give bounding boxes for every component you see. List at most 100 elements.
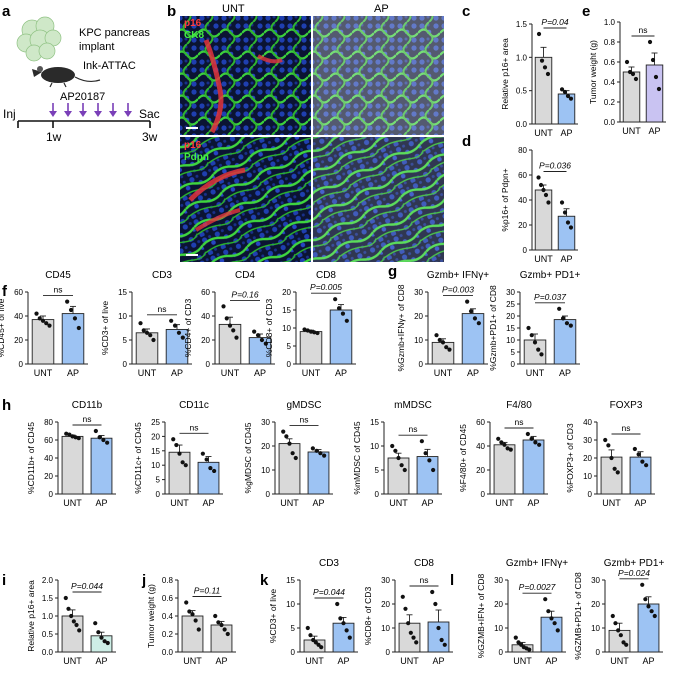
- y-tick-label: 5: [123, 336, 128, 345]
- y-tick-label: 0: [375, 490, 380, 499]
- data-point: [252, 329, 257, 334]
- y-tick-label: 80: [44, 418, 53, 427]
- y-tick-label: 0.0: [42, 648, 54, 657]
- data-point: [102, 639, 107, 644]
- data-point: [653, 74, 659, 80]
- data-point: [439, 637, 444, 643]
- p-value-label: ns: [190, 422, 199, 432]
- panel-letter-g: g: [388, 263, 397, 280]
- y-axis-label: %CD3+ of live: [268, 589, 278, 643]
- data-point: [208, 465, 213, 471]
- data-point: [308, 329, 314, 334]
- y-axis-label: %FOXP3+ of CD3: [565, 423, 575, 492]
- data-point: [340, 311, 346, 316]
- bar-ap: [637, 603, 660, 653]
- y-tick-label: 0.0: [516, 120, 528, 129]
- bar-unt: [299, 331, 323, 365]
- data-point: [315, 330, 320, 336]
- column-header-unt: UNT: [222, 3, 245, 15]
- data-point: [606, 443, 611, 448]
- data-point: [433, 601, 438, 607]
- data-point: [305, 328, 310, 333]
- data-point: [180, 460, 185, 465]
- data-point: [302, 327, 307, 332]
- data-point: [213, 613, 218, 619]
- data-point: [290, 451, 295, 456]
- p-value-label: ns: [639, 25, 648, 35]
- week3-label: 3w: [142, 130, 158, 144]
- x-tick-label: UNT: [513, 656, 532, 666]
- data-point: [184, 600, 189, 605]
- x-tick-label: UNT: [434, 368, 453, 378]
- bar-unt: [61, 435, 84, 495]
- y-tick-label: 30: [494, 576, 503, 585]
- y-tick-label: 0.0: [604, 118, 616, 127]
- y-tick-label: 10: [370, 442, 379, 451]
- data-point: [437, 337, 442, 343]
- panel-letter-i: i: [2, 572, 6, 589]
- y-tick-label: 10: [414, 336, 423, 345]
- bar-ap: [90, 437, 113, 495]
- y-tick-label: 10: [591, 624, 600, 633]
- data-point: [640, 459, 645, 464]
- y-tick-label: 0.4: [162, 612, 174, 621]
- p-value-label: ns: [515, 417, 524, 427]
- y-tick-label: 60: [14, 288, 23, 297]
- data-point: [414, 640, 419, 645]
- micrograph-ap-ck8: [313, 16, 444, 135]
- y-tick-label: 60: [44, 436, 53, 445]
- bar-charts: c 0.0 0.5 1.0 1.5 Relative p16+ area UNT AP P=0.…: [0, 3, 666, 666]
- y-tick-label: 10: [381, 624, 390, 633]
- data-point: [183, 463, 188, 468]
- data-point: [508, 447, 513, 452]
- y-tick-label: 10: [282, 324, 291, 333]
- y-tick-label: 5: [511, 348, 516, 357]
- y-tick-label: 1.0: [42, 612, 54, 621]
- y-tick-label: 0: [49, 490, 54, 499]
- chart-g1: g Gzmb+ IFNγ+ 0 10 20 30 %Gzmb+IFNγ+ of CD8 UNT…: [388, 263, 489, 378]
- y-tick-label: 20: [14, 336, 23, 345]
- x-tick-label: AP: [337, 656, 349, 666]
- y-axis-label: %Gzmb+IFNγ+ of CD8: [396, 284, 406, 371]
- x-tick-label: AP: [95, 498, 107, 508]
- data-point: [72, 316, 78, 321]
- y-tick-label: 0: [386, 648, 391, 657]
- data-point: [472, 316, 478, 321]
- y-tick-label: 15: [282, 306, 291, 315]
- data-point: [568, 96, 574, 101]
- x-tick-label: AP: [559, 368, 571, 378]
- implant-label-line2: implant: [79, 41, 114, 53]
- data-point: [190, 612, 195, 617]
- data-point: [557, 306, 562, 311]
- data-point: [643, 597, 648, 602]
- data-point: [496, 436, 501, 441]
- bar-ap: [210, 624, 233, 653]
- y-axis-label: %p16+ of Pdpn+: [500, 168, 510, 231]
- data-point: [543, 597, 548, 602]
- y-tick-label: 0.5: [516, 87, 528, 96]
- data-point: [533, 440, 538, 445]
- y-tick-label: 5: [375, 466, 380, 475]
- data-point: [539, 352, 544, 357]
- data-point: [399, 463, 404, 468]
- data-point: [336, 306, 342, 311]
- data-point: [212, 468, 217, 474]
- y-tick-label: 0: [588, 490, 593, 499]
- data-point: [105, 440, 110, 445]
- data-point: [529, 436, 534, 441]
- y-tick-label: 20: [381, 600, 390, 609]
- y-tick-label: 20: [518, 221, 527, 230]
- y-tick-label: 0: [291, 648, 296, 657]
- data-point: [224, 316, 229, 321]
- y-tick-label: 30: [414, 288, 423, 297]
- y-tick-label: 0: [596, 648, 601, 657]
- panel-letter-e: e: [582, 3, 590, 20]
- p-value-label: ns: [54, 285, 63, 295]
- bar-unt: [135, 332, 159, 365]
- p-value-label: P=0.0027: [519, 582, 556, 592]
- data-point: [519, 642, 524, 647]
- y-tick-label: 0: [287, 360, 292, 369]
- y-axis-label: Tumor weight (g): [146, 584, 156, 648]
- p-value-label: P=0.11: [194, 586, 221, 596]
- bar-unt: [398, 622, 421, 653]
